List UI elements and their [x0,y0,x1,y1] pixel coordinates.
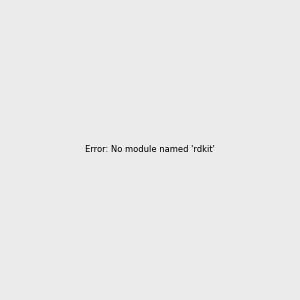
Text: Error: No module named 'rdkit': Error: No module named 'rdkit' [85,146,215,154]
